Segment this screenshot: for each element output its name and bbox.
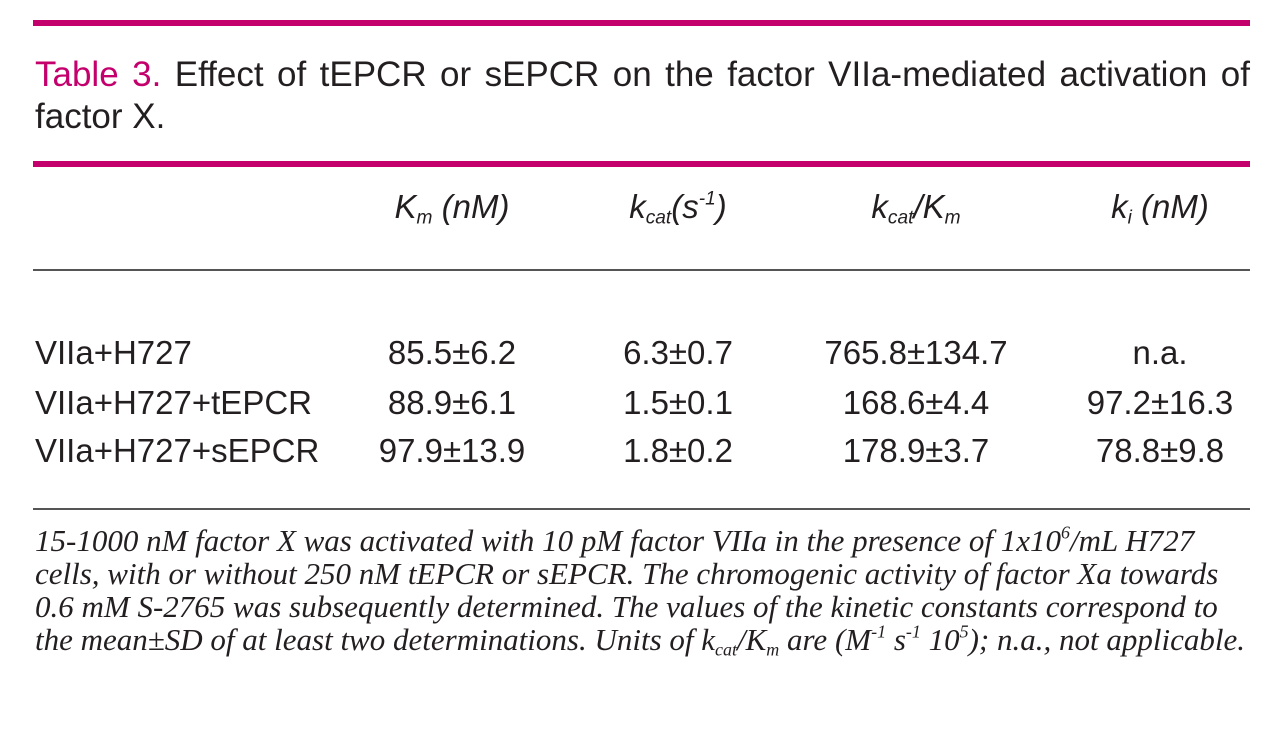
footnote: 15-1000 nM factor X was activated with 1… xyxy=(35,522,1250,666)
header-sub: cat xyxy=(645,207,672,229)
row-label: VIIa+H727+sEPCR xyxy=(35,432,320,469)
footnote-text: ); n.a., not applicable. xyxy=(968,622,1245,657)
header-sup: -1 xyxy=(698,188,716,210)
table-title: Table 3. Effect of tEPCR or sEPCR on the… xyxy=(35,54,1250,138)
header-part: k xyxy=(1111,188,1128,225)
header-part: K xyxy=(394,188,417,225)
header-part: (s xyxy=(671,188,699,225)
title-text: Effect of tEPCR or sEPCR on the factor V… xyxy=(35,55,1250,136)
footnote-sup: -1 xyxy=(905,621,921,642)
value-cell: 97.9±13.9 xyxy=(378,432,526,469)
header: Km (nM) xyxy=(395,188,510,230)
value-cell: 168.6±4.4 xyxy=(842,384,990,421)
header-part: k xyxy=(629,188,646,225)
value-cell: 1.8±0.2 xyxy=(623,432,733,469)
header-sub: m xyxy=(416,207,433,229)
footnote-sup: 5 xyxy=(959,621,969,642)
top-rule xyxy=(33,20,1250,26)
table-label: Table 3. xyxy=(35,55,162,94)
footnote-sup: -1 xyxy=(871,621,887,642)
row-label: VIIa+H727+tEPCR xyxy=(35,384,312,421)
value-cell: 88.9±6.1 xyxy=(387,384,517,421)
value-cell: 6.3±0.7 xyxy=(623,334,733,371)
footnote-text: /K xyxy=(736,622,767,657)
header-sub: i xyxy=(1127,207,1132,229)
value-cell: 1.5±0.1 xyxy=(623,384,733,421)
value-cell: n.a. xyxy=(1132,334,1188,371)
footnote-sup: 6 xyxy=(1060,522,1070,543)
header: kcat/Km xyxy=(871,188,960,230)
value-cell: 78.8±9.8 xyxy=(1095,432,1225,469)
value-cell: 85.5±6.2 xyxy=(387,334,517,371)
footnote-sub: m xyxy=(766,639,780,660)
footnote-text: are (M xyxy=(779,622,872,657)
title-rule xyxy=(33,161,1250,167)
header-sub: m xyxy=(944,207,961,229)
header-part: /K xyxy=(913,188,945,225)
header: kcat(s-1) xyxy=(629,188,727,230)
footnote-text: 15-1000 nM factor X was activated with 1… xyxy=(35,523,1061,558)
row-label: VIIa+H727 xyxy=(35,334,192,371)
body-rule xyxy=(33,508,1250,510)
footnote-sub: cat xyxy=(715,639,737,660)
header-part: k xyxy=(871,188,888,225)
header-sub: cat xyxy=(887,207,914,229)
footnote-text: 10 xyxy=(920,622,960,657)
header-part: (nM) xyxy=(432,188,510,225)
value-cell: 178.9±3.7 xyxy=(842,432,990,469)
value-cell: 97.2±16.3 xyxy=(1086,384,1234,421)
header-part: (nM) xyxy=(1131,188,1209,225)
header-part: ) xyxy=(715,188,727,225)
footnote-text: /mL H727 cells, with or without 250 nM t… xyxy=(35,523,1219,657)
header-rule xyxy=(33,269,1250,271)
header: ki (nM) xyxy=(1111,188,1209,230)
value-cell: 765.8±134.7 xyxy=(824,334,1008,371)
footnote-text: s xyxy=(886,622,906,657)
